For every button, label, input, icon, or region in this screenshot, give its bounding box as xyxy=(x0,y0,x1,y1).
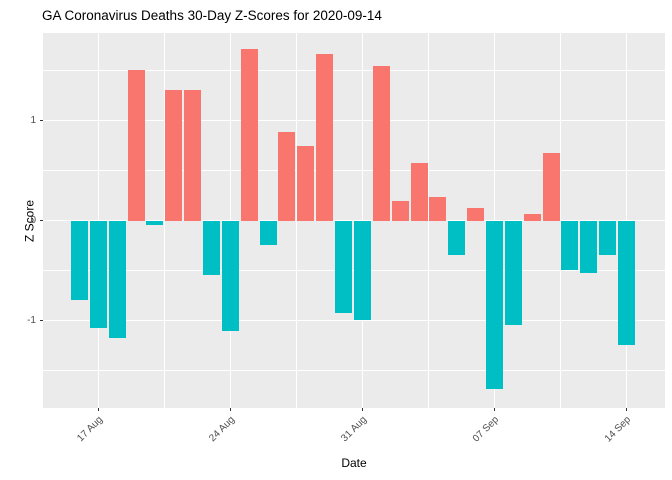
gridline-major-v xyxy=(493,33,496,408)
bar xyxy=(278,131,296,221)
bar xyxy=(316,53,334,221)
gridline-minor-h xyxy=(43,370,665,372)
y-tick-label: 0 xyxy=(30,214,36,226)
bar xyxy=(429,196,447,221)
x-tick-mark xyxy=(625,408,627,411)
bar xyxy=(335,220,353,313)
gridline-major-v xyxy=(625,33,628,408)
gridline-major-h xyxy=(43,119,665,122)
bar xyxy=(221,220,239,331)
bar xyxy=(448,220,466,255)
gridline-major-v xyxy=(97,33,100,408)
bar xyxy=(485,220,503,389)
bar xyxy=(561,220,579,270)
y-tick-mark xyxy=(40,120,43,122)
bar xyxy=(599,220,617,255)
bar xyxy=(89,220,107,328)
bar xyxy=(410,162,428,221)
bar xyxy=(127,69,145,221)
x-tick-mark xyxy=(361,408,363,411)
gridline-major-v xyxy=(361,33,364,408)
bar xyxy=(71,220,88,300)
bar xyxy=(504,220,522,325)
bar xyxy=(297,145,315,221)
gridline-minor-h xyxy=(43,70,665,72)
x-tick-mark xyxy=(97,408,99,411)
bar xyxy=(391,200,409,221)
bar xyxy=(580,220,598,273)
gridline-major-v xyxy=(229,33,232,408)
plot-panel xyxy=(43,33,665,408)
bar xyxy=(184,89,202,221)
x-tick-mark xyxy=(229,408,231,411)
y-tick-label: -1 xyxy=(27,314,36,326)
y-tick-mark xyxy=(40,220,43,222)
bar xyxy=(523,213,541,221)
gridline-minor-h xyxy=(43,170,665,172)
bar xyxy=(353,220,371,320)
bar xyxy=(165,89,183,221)
bar xyxy=(146,220,164,225)
y-tick-mark xyxy=(40,320,43,322)
bar xyxy=(372,65,390,221)
y-tick-label: 1 xyxy=(30,114,36,126)
bar xyxy=(617,220,635,345)
bar xyxy=(108,220,126,338)
x-tick-mark xyxy=(493,408,495,411)
bar xyxy=(542,152,560,221)
chart-title: GA Coronavirus Deaths 30-Day Z-Scores fo… xyxy=(42,8,382,23)
bar xyxy=(467,207,485,221)
bar xyxy=(203,220,221,275)
gridline-major-h xyxy=(43,319,665,322)
bar xyxy=(240,48,258,221)
bar xyxy=(259,220,277,245)
x-axis-title: Date xyxy=(341,456,367,470)
